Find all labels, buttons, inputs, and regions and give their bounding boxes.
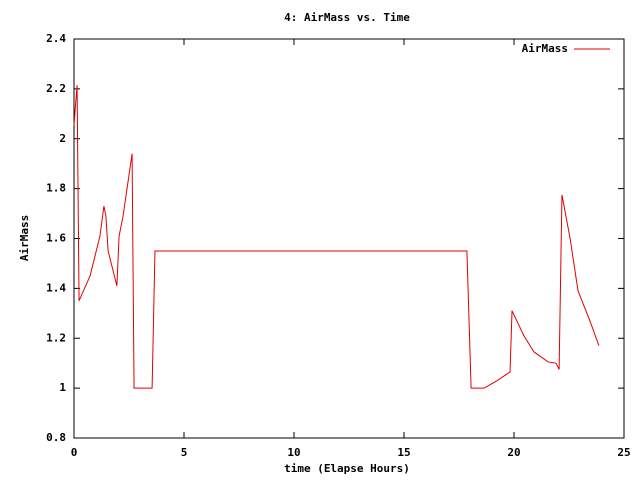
y-tick-label: 1.6 [46, 232, 66, 245]
x-tick-label: 5 [181, 446, 188, 459]
x-tick-label: 25 [617, 446, 630, 459]
y-tick-label: 1.8 [46, 182, 66, 195]
y-tick-label: 0.8 [46, 431, 66, 444]
x-tick-label: 15 [397, 446, 410, 459]
x-tick-label: 10 [287, 446, 300, 459]
y-tick-label: 1.2 [46, 331, 66, 344]
y-tick-label: 1.4 [46, 281, 66, 294]
y-tick-label: 2 [59, 132, 66, 145]
plot-frame [73, 38, 625, 439]
y-tick-label: 2.4 [46, 32, 66, 45]
x-tick-label: 0 [71, 446, 78, 459]
y-tick-label: 1 [59, 381, 66, 394]
chart-title: 4: AirMass vs. Time [284, 11, 410, 24]
data-line [73, 85, 600, 389]
x-axis-label: time (Elapse Hours) [284, 462, 410, 475]
x-tick-label: 20 [507, 446, 520, 459]
legend-label: AirMass [522, 42, 568, 55]
y-axis-label: AirMass [18, 215, 31, 261]
y-tick-label: 2.2 [46, 82, 66, 95]
